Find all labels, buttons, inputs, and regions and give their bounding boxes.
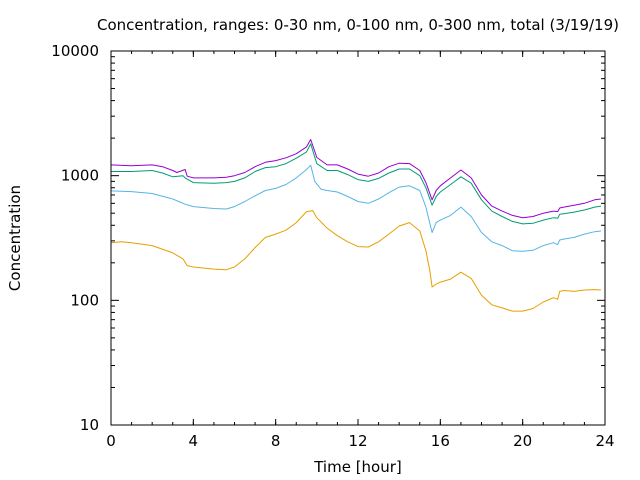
series-line-3 (111, 143, 601, 225)
series-line-1 (110, 210, 601, 312)
series-line-4 (110, 139, 601, 219)
x-tick-label: 16 (431, 432, 450, 450)
plot-frame (110, 50, 606, 426)
series-group (110, 139, 601, 312)
x-tick-label: 12 (348, 432, 367, 450)
x-tick-label: 20 (513, 432, 532, 450)
y-tick-label: 10 (80, 416, 99, 434)
axis-ticks: 0 4 8 12 16 20 24 10 100 1000 10000 (51, 42, 614, 450)
series-line-2 (110, 164, 601, 252)
x-tick-label: 0 (106, 432, 116, 450)
x-axis-label: Time [hour] (313, 458, 402, 476)
x-tick-label: 24 (595, 432, 614, 450)
y-axis-label: Concentration (6, 185, 24, 291)
x-tick-label: 4 (189, 432, 199, 450)
y-tick-label: 10000 (51, 42, 99, 60)
y-tick-label: 1000 (61, 167, 99, 185)
chart-title: Concentration, ranges: 0-30 nm, 0-100 nm… (97, 16, 619, 34)
x-tick-label: 8 (271, 432, 281, 450)
y-tick-label: 100 (70, 291, 99, 309)
